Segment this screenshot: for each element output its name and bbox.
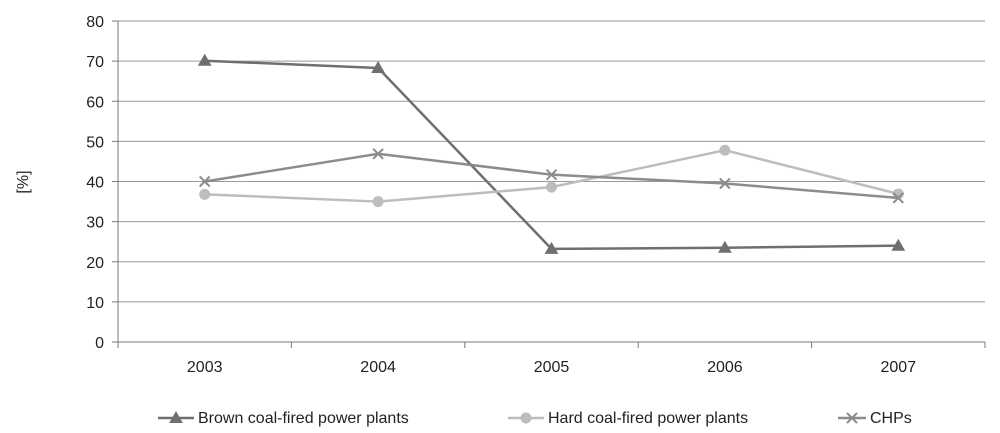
y-tick-label: 10 — [86, 295, 104, 312]
legend-item: Hard coal-fired power plants — [508, 410, 748, 427]
data-point — [892, 192, 905, 204]
axes — [112, 20, 986, 348]
data-point — [544, 241, 559, 254]
legend-label: Hard coal-fired power plants — [548, 410, 748, 427]
x-tick-label: 2003 — [187, 359, 223, 376]
data-point — [718, 240, 732, 253]
y-tick-label: 40 — [86, 175, 104, 192]
legend-marker — [169, 410, 183, 423]
data-point — [719, 144, 731, 156]
y-axis-title: [%] — [15, 170, 32, 193]
gridlines — [118, 20, 985, 303]
data-point — [891, 238, 906, 251]
data-point — [545, 168, 558, 181]
series-group — [197, 53, 906, 254]
data-point — [546, 181, 557, 193]
series-line — [204, 59, 899, 251]
y-tick-label: 0 — [95, 335, 104, 352]
y-tick-label: 70 — [86, 54, 104, 71]
data-point — [198, 175, 211, 188]
data-point — [371, 60, 385, 73]
series-1 — [197, 53, 906, 254]
y-tick-label: 80 — [86, 14, 104, 31]
y-tick-label: 30 — [86, 215, 104, 232]
y-tick-label: 20 — [86, 255, 104, 272]
x-tick-label: 2007 — [881, 359, 917, 376]
legend-item: CHPs — [838, 410, 912, 427]
legend-marker — [520, 412, 532, 424]
legend: Brown coal-fired power plants Hard coal-f… — [158, 410, 912, 427]
y-tick-label: 60 — [86, 94, 104, 111]
legend-item: Brown coal-fired power plants — [158, 410, 409, 427]
tick-labels: 0 10 20 30 40 50 60 70 80 2003 2004 2005 2006 2007 — [86, 14, 916, 376]
data-point — [372, 148, 384, 160]
data-point — [199, 188, 211, 200]
series-2 — [199, 144, 904, 208]
legend-label: CHPs — [870, 410, 912, 427]
legend-marker — [846, 412, 858, 424]
data-point — [372, 196, 384, 208]
x-tick-label: 2004 — [360, 359, 396, 376]
x-tick-label: 2006 — [707, 359, 743, 376]
x-tick-label: 2005 — [534, 359, 570, 376]
y-tick-label: 50 — [86, 134, 104, 151]
data-point — [719, 177, 731, 190]
data-point — [197, 53, 212, 66]
series-3 — [198, 148, 905, 204]
legend-label: Brown coal-fired power plants — [198, 410, 409, 427]
